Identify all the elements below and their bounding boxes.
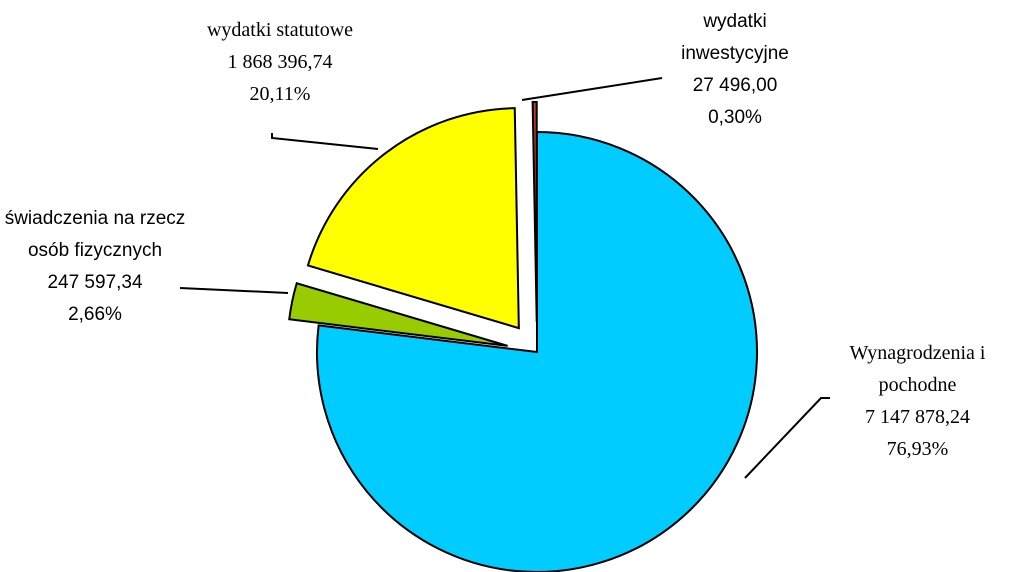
pie-slice	[531, 101, 538, 323]
label-value: 27 496,00	[692, 75, 778, 96]
leader-line	[271, 133, 379, 150]
pie-slice	[288, 282, 508, 347]
slice-label: świadczenia na rzecz osób fizycznych 247 …	[0, 203, 190, 331]
pie-slice	[316, 130, 758, 572]
label-percent: 76,93%	[886, 438, 949, 460]
label-name: wydatki inwestycyjne	[681, 11, 789, 64]
label-value: 247 597,34	[47, 272, 143, 293]
label-percent: 20,11%	[249, 83, 311, 105]
label-name: wydatki statutowe	[206, 19, 354, 41]
pie-slice	[306, 107, 520, 330]
label-name: świadczenia na rzecz osób fizycznych	[4, 208, 186, 261]
label-value: 7 147 878,24	[865, 406, 970, 428]
slice-label: wydatki inwestycyjne 27 496,00 0,30%	[650, 6, 820, 134]
slice-label: Wynagrodzenia i pochodne 7 147 878,24 76,9…	[815, 337, 1020, 465]
label-percent: 0,30%	[708, 107, 762, 128]
slice-label: wydatki statutowe 1 868 396,74 20,11%	[170, 14, 390, 110]
label-name: Wynagrodzenia i pochodne	[849, 342, 986, 396]
leader-line	[179, 287, 289, 294]
label-percent: 2,66%	[68, 304, 122, 325]
label-value: 1 868 396,74	[227, 51, 333, 73]
leader-line	[521, 77, 663, 101]
leader-line	[744, 397, 830, 479]
